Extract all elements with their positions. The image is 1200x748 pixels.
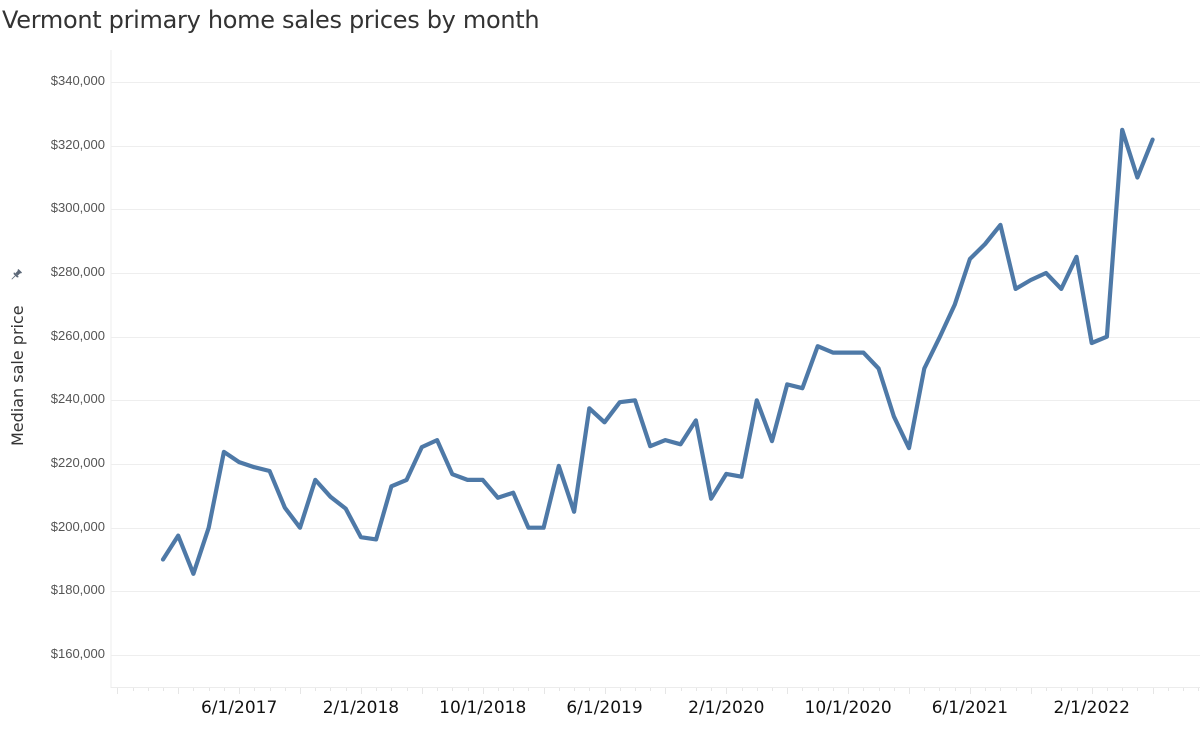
x-tick-label: 6/1/2021: [931, 698, 1009, 718]
chart-title: Vermont primary home sales prices by mon…: [2, 6, 540, 34]
x-tick-label: 10/1/2018: [439, 698, 527, 718]
median-sale-price-line[interactable]: [160, 127, 1155, 576]
x-tick-label: 10/1/2020: [804, 698, 892, 718]
y-tick-label: $320,000: [50, 136, 105, 152]
x-tick-label: 2/1/2022: [1053, 698, 1130, 718]
x-tick-label: 6/1/2019: [566, 698, 643, 718]
x-tick-label: 2/1/2018: [322, 698, 400, 718]
y-tick-label: $280,000: [50, 264, 105, 279]
x-tick-label: 6/1/2017: [200, 698, 278, 718]
y-tick-label: $340,000: [50, 73, 105, 88]
y-tick-label: $160,000: [50, 646, 105, 661]
y-tick-label: $240,000: [50, 391, 105, 407]
x-tick-label: 2/1/2020: [688, 698, 765, 718]
y-tick-label: $220,000: [50, 455, 105, 470]
pin-icon[interactable]: [9, 268, 23, 282]
y-tick-label: $180,000: [50, 582, 105, 598]
y-tick-label: $300,000: [50, 200, 105, 216]
y-tick-label: $260,000: [50, 327, 105, 343]
y-tick-label: $200,000: [50, 518, 105, 534]
